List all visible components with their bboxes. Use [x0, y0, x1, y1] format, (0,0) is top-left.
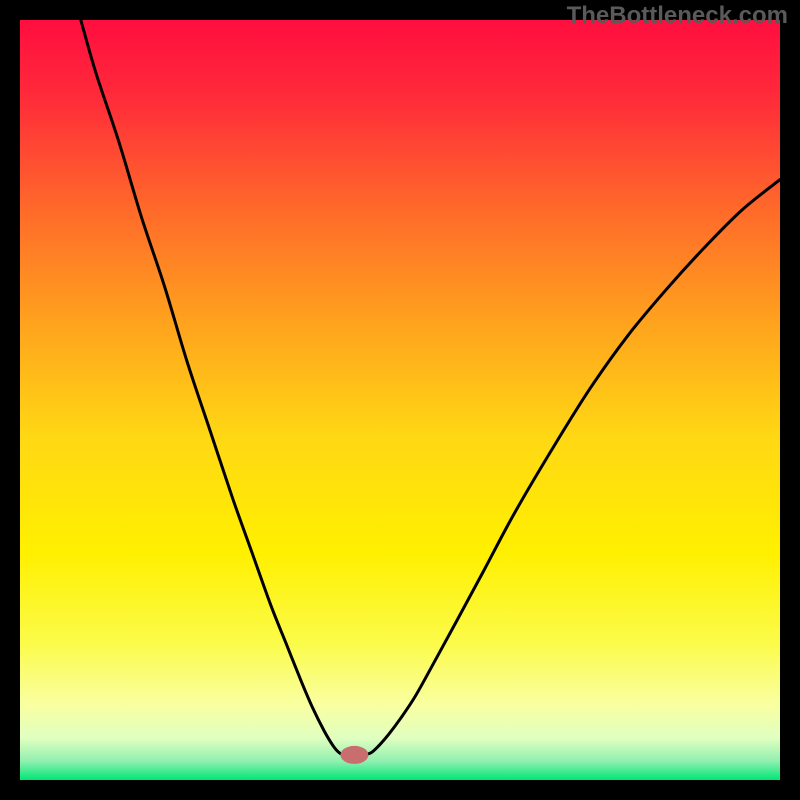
chart-container: TheBottleneck.com: [0, 0, 800, 800]
optimal-point-marker: [340, 746, 368, 764]
plot-area: [20, 20, 780, 780]
chart-svg: [0, 0, 800, 800]
